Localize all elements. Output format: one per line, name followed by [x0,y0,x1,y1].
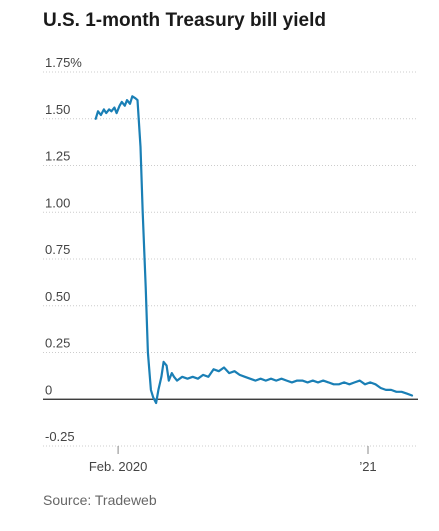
y-tick-label: -0.25 [45,429,75,444]
series-layer [94,95,414,405]
y-tick-label: 1.00 [45,195,70,210]
y-tick-label: 1.50 [45,102,70,117]
y-tick-label: 0 [45,382,52,397]
chart-area: 1.75% 1.50 1.25 1.00 0.75 0.50 0.25 0 -0.25 Feb.… [43,55,418,474]
x-axis-ticks: Feb. 2020 ’21 [89,446,377,474]
y-tick-label: 0.75 [45,242,70,257]
chart-title: U.S. 1-month Treasury bill yield [43,10,326,31]
source-note: Source: Tradeweb [43,492,157,508]
y-axis-ticks: 1.75% 1.50 1.25 1.00 0.75 0.50 0.25 0 -0.25 [45,55,82,444]
x-tick-label: ’21 [359,459,376,474]
y-tick-label: 0.50 [45,289,70,304]
series-line-yield [94,95,414,405]
y-tick-label: 1.75% [45,55,82,70]
x-tick-label: Feb. 2020 [89,459,148,474]
y-tick-label: 1.25 [45,149,70,164]
gridlines [43,71,418,447]
y-tick-label: 0.25 [45,336,70,351]
